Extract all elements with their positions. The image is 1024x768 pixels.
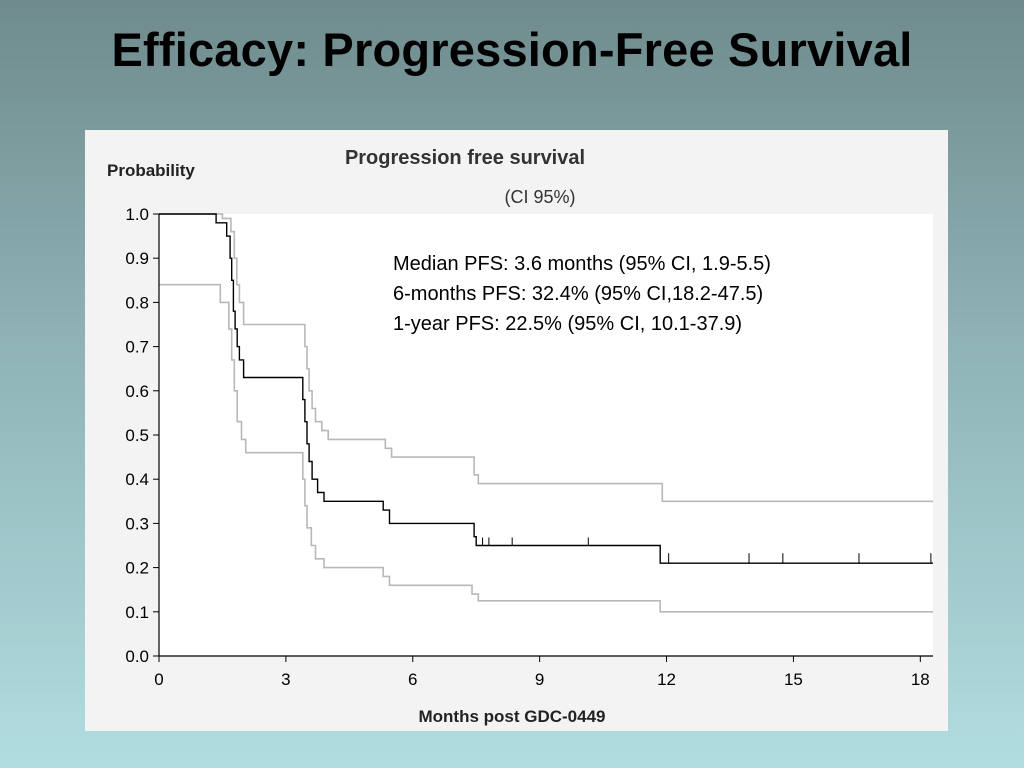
x-tick-label-3: 9 bbox=[535, 670, 544, 689]
pfs-estimate-line bbox=[159, 213, 933, 564]
x-tick-label-6: 18 bbox=[911, 670, 930, 689]
chart-title: Progression free survival bbox=[345, 147, 585, 169]
x-axis-title: Months post GDC-0449 bbox=[418, 707, 605, 726]
ci-upper-bound-line bbox=[159, 213, 933, 503]
censor-marks-group bbox=[482, 537, 932, 564]
annotation-6-month-pfs: 6-months PFS: 32.4% (95% CI,18.2-47.5) bbox=[393, 283, 763, 305]
annotation-1-year-pfs: 1-year PFS: 22.5% (95% CI, 10.1-37.9) bbox=[393, 313, 742, 335]
y-tick-label-7: 0.7 bbox=[125, 338, 149, 357]
y-tick-label-9: 0.9 bbox=[125, 249, 149, 268]
y-tick-label-5: 0.5 bbox=[125, 426, 149, 445]
slide-title: Efficacy: Progression-Free Survival bbox=[111, 23, 913, 76]
plot-area-background bbox=[159, 214, 933, 656]
chart-svg: Progression free survival (CI 95%) Proba… bbox=[85, 130, 948, 731]
y-tick-label-8: 0.8 bbox=[125, 293, 149, 312]
chart-subtitle: (CI 95%) bbox=[504, 187, 575, 207]
series-layer bbox=[159, 213, 933, 613]
x-tick-label-4: 12 bbox=[657, 670, 676, 689]
annotation-median-pfs: Median PFS: 3.6 months (95% CI, 1.9-5.5) bbox=[393, 253, 771, 275]
x-tick-label-2: 6 bbox=[408, 670, 417, 689]
y-tick-label-2: 0.2 bbox=[125, 559, 149, 578]
y-tick-label-0: 0.0 bbox=[125, 647, 149, 666]
y-tick-label-1: 0.1 bbox=[125, 603, 149, 622]
x-tick-label-5: 15 bbox=[784, 670, 803, 689]
y-tick-label-10: 1.0 bbox=[125, 205, 149, 224]
y-tick-label-3: 0.3 bbox=[125, 514, 149, 533]
y-tick-label-6: 0.6 bbox=[125, 382, 149, 401]
axis-ticks-group: 0.0 0.1 0.2 0.3 0.4 0.5 0.6 0.7 0.8 0.9 1.0 0 3 6 9 12 1… bbox=[125, 205, 929, 689]
ci-lower-bound-line bbox=[159, 283, 933, 613]
y-axis-title: Probability bbox=[107, 161, 195, 180]
x-tick-label-1: 3 bbox=[281, 670, 290, 689]
y-tick-label-4: 0.4 bbox=[125, 470, 149, 489]
x-tick-label-0: 0 bbox=[154, 670, 163, 689]
chart-panel: Progression free survival (CI 95%) Proba… bbox=[85, 130, 948, 731]
